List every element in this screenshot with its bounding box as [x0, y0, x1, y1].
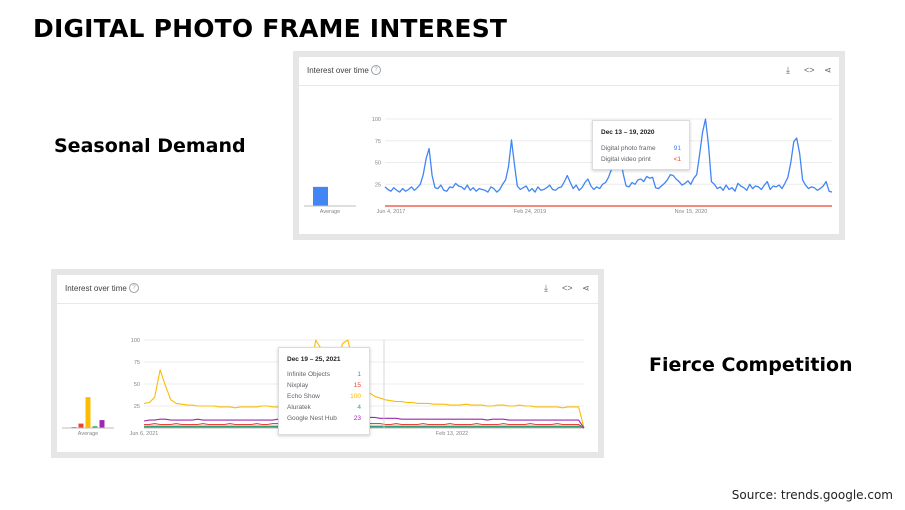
embed-icon[interactable]: <>: [804, 65, 815, 75]
tooltip-series-value: 23: [353, 415, 361, 422]
help-icon[interactable]: ?: [129, 283, 139, 293]
line-chart-top: 100 75 50 25 Average Jun 4, 2017 Feb 24, 2019 N…: [304, 117, 833, 215]
tooltip-series-name: Google Nest Hub: [287, 415, 337, 422]
average-bar: [78, 423, 84, 428]
tooltip-row: Digital photo frame 91: [601, 145, 681, 155]
download-icon[interactable]: ⤓: [786, 65, 790, 75]
help-icon[interactable]: ?: [371, 65, 381, 75]
download-icon[interactable]: ⤓: [544, 283, 548, 293]
tooltip-series-name: Digital photo frame: [601, 145, 656, 152]
y-tick-label: 50: [375, 161, 381, 167]
trends-card-top: Interest over time ? ⤓ <> ⋖ 100 75 50 25 Ave…: [299, 57, 839, 234]
embed-icon[interactable]: <>: [562, 283, 573, 293]
card-header: Interest over time ? ⤓ <> ⋖: [299, 57, 839, 86]
average-bar: [92, 426, 98, 428]
tooltip-date: Dec 13 – 19, 2020: [601, 129, 655, 136]
average-bar: [313, 186, 328, 206]
tooltip-date: Dec 19 – 25, 2021: [287, 356, 341, 363]
average-bar: [99, 420, 105, 428]
tooltip-series-name: Infinite Objects: [287, 371, 330, 378]
tooltip-row: Google Nest Hub 23: [287, 415, 361, 425]
tooltip-series-name: Echo Show: [287, 393, 320, 400]
chart-tooltip: Dec 19 – 25, 2021 Infinite Objects 1 Nix…: [278, 347, 370, 435]
x-tick-label: Jun 4, 2017: [377, 209, 406, 215]
tooltip-series-value: 91: [673, 145, 681, 152]
x-tick-label: Feb 13, 2022: [436, 431, 468, 437]
y-tick-label: 25: [134, 404, 140, 410]
y-tick-label: 75: [375, 139, 381, 145]
y-tick-label: 25: [375, 182, 381, 188]
average-label: Average: [78, 431, 98, 437]
tooltip-row: Infinite Objects 1: [287, 371, 361, 381]
callout-seasonal-demand: Seasonal Demand: [54, 135, 246, 157]
tooltip-row: Digital video print <1: [601, 156, 681, 166]
series-line: [384, 118, 833, 193]
tooltip-series-value: 4: [357, 404, 361, 411]
card-title: Interest over time: [307, 66, 369, 75]
card-title: Interest over time: [65, 284, 127, 293]
slide-title: DIGITAL PHOTO FRAME INTEREST: [33, 14, 508, 43]
y-tick-label: 50: [134, 382, 140, 388]
share-icon[interactable]: ⋖: [824, 65, 832, 75]
x-tick-label: Nov 15, 2020: [675, 209, 708, 215]
chart-panel-top: Interest over time ? ⤓ <> ⋖ 100 75 50 25 Ave…: [293, 51, 845, 240]
tooltip-row: Aluratek 4: [287, 404, 361, 414]
tooltip-series-name: Aluratek: [287, 404, 311, 411]
source-credit: Source: trends.google.com: [731, 488, 893, 502]
tooltip-series-value: 100: [350, 393, 361, 400]
tooltip-series-name: Nixplay: [287, 382, 309, 389]
y-tick-label: 100: [131, 338, 140, 344]
tooltip-series-value: 15: [353, 382, 361, 389]
tooltip-row: Echo Show 100: [287, 393, 361, 403]
tooltip-series-value: <1: [673, 156, 681, 163]
x-tick-label: Feb 24, 2019: [514, 209, 546, 215]
chart-panel-bottom: Interest over time ? ⤓ <> ⋖ 100 75 50 25 Ave…: [51, 269, 604, 458]
average-label: Average: [320, 209, 340, 215]
share-icon[interactable]: ⋖: [582, 283, 590, 293]
tooltip-series-name: Digital video print: [601, 156, 651, 163]
tooltip-series-value: 1: [357, 371, 361, 378]
tooltip-row: Nixplay 15: [287, 382, 361, 392]
trends-card-bottom: Interest over time ? ⤓ <> ⋖ 100 75 50 25 Ave…: [57, 275, 598, 452]
card-header: Interest over time ? ⤓ <> ⋖: [57, 275, 598, 304]
chart-tooltip: Dec 13 – 19, 2020 Digital photo frame 91…: [592, 120, 690, 170]
x-tick-label: Jun 6, 2021: [130, 431, 159, 437]
callout-fierce-competition: Fierce Competition: [649, 354, 853, 376]
y-tick-label: 75: [134, 360, 140, 366]
average-bar: [85, 397, 91, 428]
y-tick-label: 100: [372, 117, 381, 123]
